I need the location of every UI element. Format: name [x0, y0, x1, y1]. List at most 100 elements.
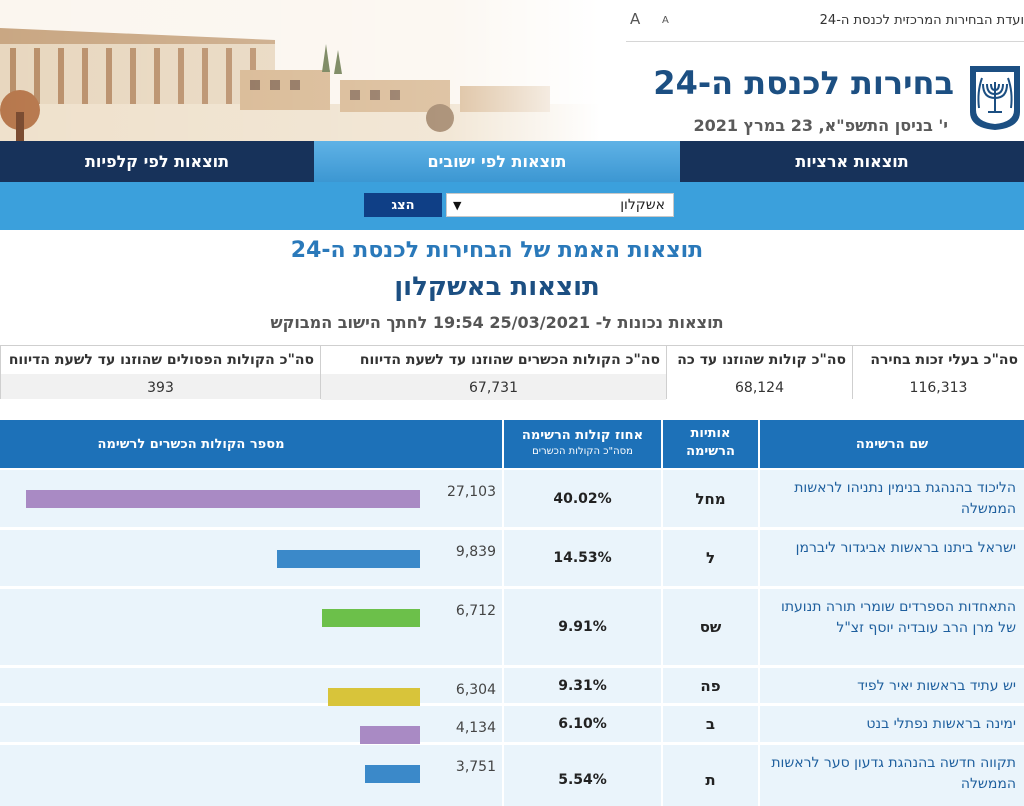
table-row: ימינה בראשות נפתלי בנט ב 6.10% 4,134	[0, 706, 1024, 744]
summary-valid-votes: סה"כ הקולות הכשרים שהוזנו עד לשעת הדיווח…	[320, 345, 666, 400]
column-header-percent-line1: אחוז קולות הרשימה	[521, 428, 644, 443]
party-votes: 3,751	[455, 759, 496, 775]
israel-emblem-icon	[970, 66, 1020, 130]
summary-invalid-votes: סה"כ הקולות הפסולים שהוזנו עד לשעת הדיוו…	[0, 345, 320, 399]
party-letters-cell: ב	[663, 706, 758, 742]
party-votes-cell: 9,839	[0, 530, 502, 586]
party-name-link[interactable]: יש עתיד בראשות יאיר לפיד	[857, 678, 1016, 694]
party-letters-cell: ת	[663, 745, 758, 806]
column-header-letters-line1: אותיות	[690, 426, 731, 441]
committee-name[interactable]: ועדת הבחירות המרכזית לכנסת ה-24	[819, 13, 1024, 28]
page-header: A A ועדת הבחירות המרכזית לכנסת ה-24 בחיר…	[0, 0, 1024, 142]
party-name-link[interactable]: הליכוד בהנהגת בנימין נתניהו לראשות הממשל…	[794, 480, 1016, 517]
party-votes: 6,304	[455, 682, 496, 698]
summary-value: 393	[147, 380, 174, 396]
column-header-percent-line2: מסה"כ הקולות הכשרים	[532, 446, 633, 457]
party-percent: 9.91%	[558, 619, 607, 635]
column-header-percent: אחוז קולות הרשימה מסה"כ הקולות הכשרים	[504, 420, 661, 468]
party-votes-bar	[26, 490, 420, 508]
party-letters-cell: שס	[663, 589, 758, 665]
party-percent: 40.02%	[553, 490, 612, 507]
results-table: שם הרשימה אותיות הרשימה אחוז קולות הרשימ…	[0, 420, 1024, 806]
dropdown-arrow-icon: ▼	[453, 199, 462, 212]
selected-town: אשקלון	[620, 197, 665, 213]
party-votes-bar	[322, 609, 420, 627]
party-percent-cell: 9.91%	[504, 589, 661, 665]
party-percent: 5.54%	[558, 772, 607, 788]
party-votes: 9,839	[455, 544, 496, 560]
party-letters: פה	[700, 676, 721, 695]
summary-value: 116,313	[909, 380, 968, 396]
party-percent-cell: 14.53%	[504, 530, 661, 586]
party-percent: 6.10%	[558, 716, 607, 732]
tab-national-results[interactable]: תוצאות ארציות	[795, 152, 909, 171]
party-letters: ל	[705, 549, 716, 567]
town-select[interactable]: אשקלון ▼	[446, 193, 674, 217]
party-votes-cell: 3,751	[0, 745, 502, 806]
party-percent-cell: 6.10%	[504, 706, 661, 742]
party-name-cell: הליכוד בהנהגת בנימין נתניהו לראשות הממשל…	[760, 470, 1024, 527]
party-percent: 9.31%	[558, 677, 607, 694]
party-letters: ת	[705, 771, 716, 789]
knesset-building-illustration	[0, 0, 600, 142]
party-name-cell: יש עתיד בראשות יאיר לפיד	[760, 668, 1024, 703]
party-name-link[interactable]: ימינה בראשות נפתלי בנט	[866, 716, 1016, 732]
party-votes-bar	[360, 726, 420, 744]
party-votes-cell: 4,134	[0, 706, 502, 744]
party-letters: שס	[699, 618, 722, 636]
summary-eligible-voters: סה"כ בעלי זכות בחירה 116,313	[852, 345, 1024, 399]
summary-label: סה"כ הקולות הכשרים שהוזנו עד לשעת הדיווח	[359, 352, 660, 368]
party-percent: 14.53%	[553, 550, 612, 566]
column-header-letters: אותיות הרשימה	[663, 420, 758, 468]
column-header-votes: מספר הקולות הכשרים לרשימה	[0, 420, 502, 468]
party-letters-cell: ל	[663, 530, 758, 586]
tab-results-by-ballot[interactable]: תוצאות לפי קלפיות	[84, 152, 230, 171]
party-letters: ב	[705, 715, 716, 733]
main-navigation: תוצאות ארציות תוצאות לפי ישובים תוצאות ל…	[0, 141, 1024, 182]
party-name-cell: ימינה בראשות נפתלי בנט	[760, 706, 1024, 742]
summary-label: סה"כ קולות שהוזנו עד כה	[677, 352, 846, 368]
font-size-small-button[interactable]: A	[662, 15, 669, 26]
summary-label: סה"כ הקולות הפסולים שהוזנו עד לשעת הדיוו…	[8, 352, 314, 368]
results-heading: תוצאות האמת של הבחירות לכנסת ה-24	[290, 238, 704, 263]
summary-votes-counted: סה"כ קולות שהוזנו עד כה 68,124	[666, 345, 852, 399]
summary-value: 67,731	[469, 380, 518, 396]
party-votes-bar	[365, 765, 420, 783]
table-row: ישראל ביתנו בראשות אביגדור ליברמן ל 14.53%…	[0, 530, 1024, 586]
column-header-votes-label: מספר הקולות הכשרים לרשימה	[97, 436, 285, 452]
party-votes: 27,103	[447, 484, 496, 500]
town-filter-bar: אשקלון ▼ הצג	[0, 182, 1024, 230]
table-row: תקווה חדשה בהנהגת גדעון סער לראשות הממשל…	[0, 745, 1024, 806]
party-name-link[interactable]: ישראל ביתנו בראשות אביגדור ליברמן	[795, 540, 1016, 556]
show-results-button[interactable]: הצג	[364, 193, 442, 217]
party-votes-cell: 27,103	[0, 470, 502, 527]
party-percent-cell: 5.54%	[504, 745, 661, 806]
party-letters-cell: מחל	[663, 470, 758, 527]
town-heading: תוצאות באשקלון	[394, 272, 600, 302]
table-row: הליכוד בהנהגת בנימין נתניהו לראשות הממשל…	[0, 470, 1024, 527]
column-header-party-name: שם הרשימה	[760, 420, 1024, 468]
party-name-cell: ישראל ביתנו בראשות אביגדור ליברמן	[760, 530, 1024, 586]
party-votes: 6,712	[455, 603, 496, 619]
summary-value: 68,124	[735, 380, 784, 396]
tab-results-by-town[interactable]: תוצאות לפי ישובים	[314, 141, 680, 182]
party-percent-cell: 9.31%	[504, 668, 661, 703]
party-name-cell: תקווה חדשה בהנהגת גדעון סער לראשות הממשל…	[760, 745, 1024, 806]
party-name-link[interactable]: תקווה חדשה בהנהגת גדעון סער לראשות הממשל…	[771, 755, 1016, 792]
table-row: התאחדות הספרדים שומרי תורה תנועתו של מרן…	[0, 589, 1024, 665]
column-header-letters-line2: הרשימה	[686, 444, 735, 459]
page-main-title: בחירות לכנסת ה-24	[653, 64, 954, 102]
table-row: יש עתיד בראשות יאיר לפיד פה 9.31% 6,304	[0, 668, 1024, 706]
party-letters: מחל	[695, 489, 726, 508]
election-date: י' בניסן התשפ"א, 23 במרץ 2021	[693, 116, 948, 135]
party-votes-bar	[277, 550, 420, 568]
results-updated-time: תוצאות נכונות ל- 25/03/2021 19:54 לחתך ה…	[270, 313, 724, 332]
party-votes-cell: 6,712	[0, 589, 502, 665]
party-votes-cell: 6,304	[0, 668, 502, 706]
top-bar: A A ועדת הבחירות המרכזית לכנסת ה-24	[626, 0, 1024, 42]
party-name-link[interactable]: התאחדות הספרדים שומרי תורה תנועתו של מרן…	[781, 599, 1016, 636]
party-name-cell: התאחדות הספרדים שומרי תורה תנועתו של מרן…	[760, 589, 1024, 665]
party-letters-cell: פה	[663, 668, 758, 703]
font-size-large-button[interactable]: A	[630, 10, 641, 28]
party-percent-cell: 40.02%	[504, 470, 661, 527]
